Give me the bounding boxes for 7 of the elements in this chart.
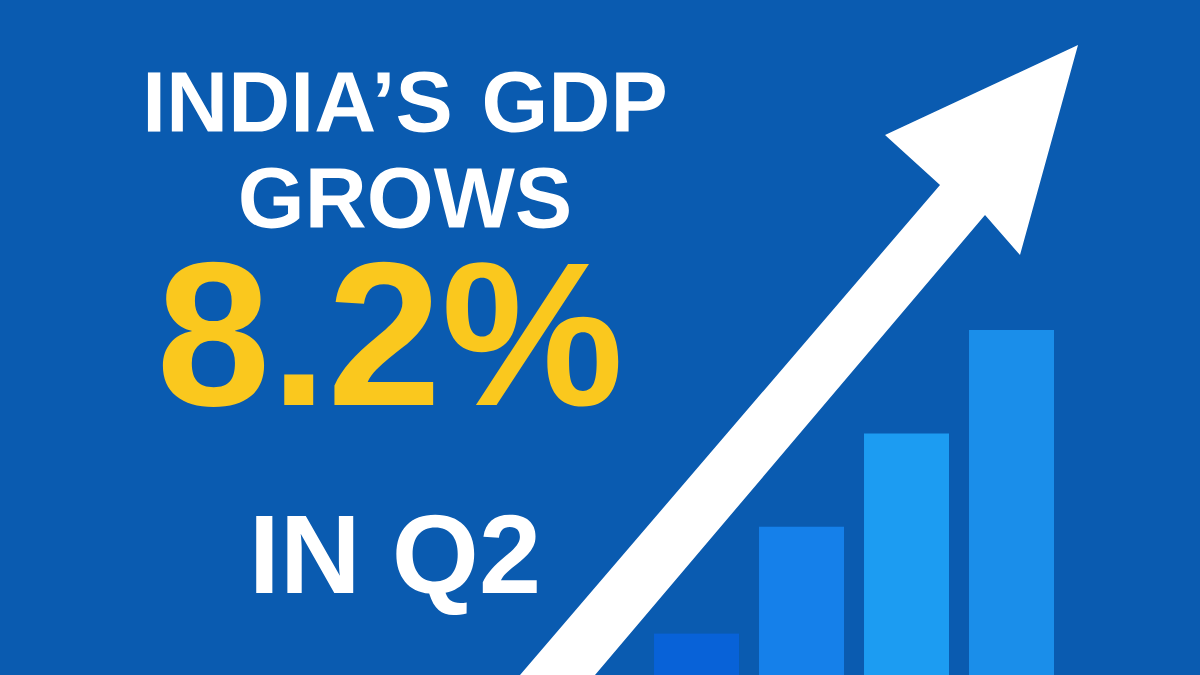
bar — [654, 633, 740, 675]
bar — [969, 330, 1055, 675]
chart-title: INDIA’S GDP GROWS — [147, 71, 665, 229]
chart-subtitle: 8.2% — [162, 261, 619, 407]
text: IN Q2 — [256, 514, 537, 616]
bar — [759, 526, 845, 675]
bar — [864, 433, 950, 675]
